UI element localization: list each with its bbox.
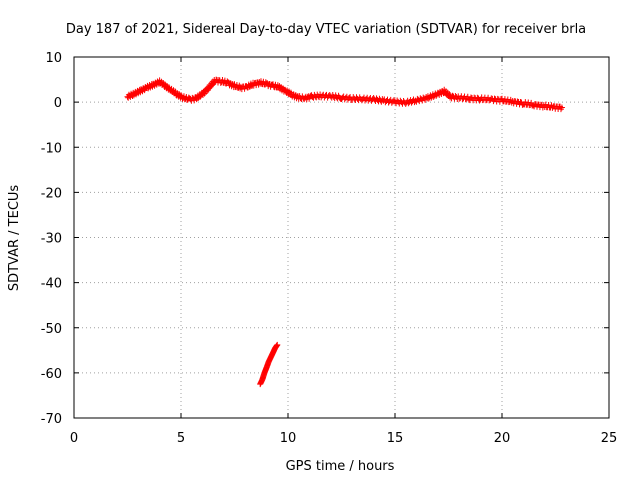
data-point (402, 100, 409, 107)
data-point (408, 99, 415, 106)
y-tick-label: -70 (41, 412, 62, 427)
plot-frame (73, 56, 610, 419)
y-axis-label: SDTVAR / TECUs (7, 185, 22, 292)
series-1 (257, 341, 281, 388)
data-point (405, 100, 412, 107)
y-tick-label: -10 (41, 141, 62, 156)
data-point (464, 93, 471, 100)
y-tick-label: -60 (41, 367, 62, 382)
x-tick-label: 15 (387, 431, 404, 446)
y-tick-label: 0 (54, 96, 62, 111)
data-points (124, 76, 565, 388)
chart-title: Day 187 of 2021, Sidereal Day-to-day VTE… (66, 22, 586, 37)
tick-labels: 0 5 10 15 20 25 10 0 -10 -20 -30 -40 -50 -60 -70 (41, 51, 618, 446)
x-tick-label: 20 (494, 431, 511, 446)
y-tick-label: 10 (45, 51, 62, 66)
x-tick-label: 10 (280, 431, 297, 446)
grid (74, 57, 609, 418)
data-point (274, 341, 281, 348)
y-tick-label: -40 (41, 277, 62, 292)
series-0 (124, 76, 565, 113)
y-tick-label: -30 (41, 232, 62, 247)
x-tick-label: 5 (177, 431, 185, 446)
data-point (558, 104, 565, 111)
y-tick-label: -50 (41, 322, 62, 337)
x-axis-label: GPS time / hours (286, 459, 395, 474)
x-tick-label: 25 (601, 431, 618, 446)
plot-border (73, 56, 610, 419)
x-tick-label: 0 (70, 431, 78, 446)
y-tick-label: -20 (41, 186, 62, 201)
